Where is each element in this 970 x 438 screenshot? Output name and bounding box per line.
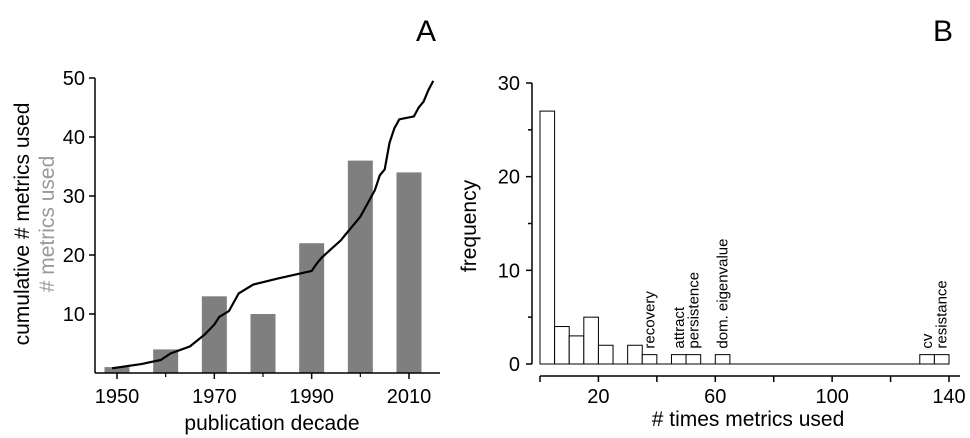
panel-b-x-tick-label-2: 100 xyxy=(815,386,848,408)
panel-a-bar-3 xyxy=(250,314,276,373)
panel-b-y-tick-label-1: 10 xyxy=(498,260,520,282)
panel-b-y-tick-label-0: 0 xyxy=(509,354,520,376)
panel-b-bar-3 xyxy=(583,316,599,365)
panel-b-bar-26 xyxy=(919,354,935,365)
panel-a-y-tick-label-1: 20 xyxy=(63,245,85,267)
panel-b-annotation-1: attract xyxy=(671,306,688,349)
panel-b-bar-12 xyxy=(714,354,731,365)
panel-b-bar-27 xyxy=(933,354,950,365)
panel-b-x-tick-label-0: 20 xyxy=(587,386,609,408)
panel-a-x-tick-label-1: 1970 xyxy=(192,386,237,408)
panel-b-annotation-2: persistence xyxy=(685,272,702,349)
panel-b-bar-4 xyxy=(597,344,614,365)
panel-a-x-tick-label-3: 2010 xyxy=(387,386,432,408)
panel-a-x-tick-label-0: 1950 xyxy=(95,386,140,408)
panel-b-bar-7 xyxy=(641,354,658,365)
panel-b-label: B xyxy=(933,15,953,48)
panel-b-y-tick-label-2: 20 xyxy=(498,167,520,189)
panel-a-bar-1 xyxy=(153,349,179,373)
panel-a-bar-4 xyxy=(299,243,325,373)
panel-b-bar-10 xyxy=(685,354,702,365)
panel-a-cumulative-line xyxy=(111,80,435,370)
panel-b-y-tick-label-3: 30 xyxy=(498,73,520,95)
panel-a-bar-0 xyxy=(104,367,130,373)
panel-a-label: A xyxy=(416,15,436,48)
panel-b-x-tick-label-1: 60 xyxy=(704,386,726,408)
panel-b-bar-6 xyxy=(627,344,643,365)
panel-b-bar-9 xyxy=(670,354,687,365)
panel-a-y-tick-label-4: 50 xyxy=(63,68,85,90)
panel-b-bar-0 xyxy=(539,110,556,365)
panel-a-x-tick-label-2: 1990 xyxy=(289,386,334,408)
panel-a-y-tick-label-3: 40 xyxy=(63,127,85,149)
panel-b-annotation-3: dom. eigenvalue xyxy=(715,239,732,349)
panel-a-x-axis-title: publication decade xyxy=(184,412,359,435)
panel-b-annotation-4: cv xyxy=(919,333,936,349)
panel-b-x-axis-title: # times metrics used xyxy=(652,408,845,431)
panel-b-plot: 20 60 100 140 0 10 20 30 recovery attractpersiste… xyxy=(498,73,966,408)
panel-a-bar-6 xyxy=(396,172,422,373)
panel-b-annotation-0: recovery xyxy=(642,291,659,349)
panel-a-y-axis-title-secondary: # metrics used xyxy=(36,156,59,293)
panel-b-x-tick-label-3: 140 xyxy=(932,386,965,408)
panel-a-y-tick-label-0: 10 xyxy=(63,304,85,326)
panel-b-annotation-5: resistance xyxy=(934,280,951,348)
panel-b-bar-2 xyxy=(568,335,585,365)
panel-a-bar-5 xyxy=(347,160,373,373)
panel-a-y-axis-title: cumulative # metrics used xyxy=(11,103,34,346)
panel-a-y-tick-label-2: 30 xyxy=(63,186,85,208)
panel-b-bar-1 xyxy=(554,326,570,365)
panel-b-y-axis-title: frequency xyxy=(458,179,481,272)
